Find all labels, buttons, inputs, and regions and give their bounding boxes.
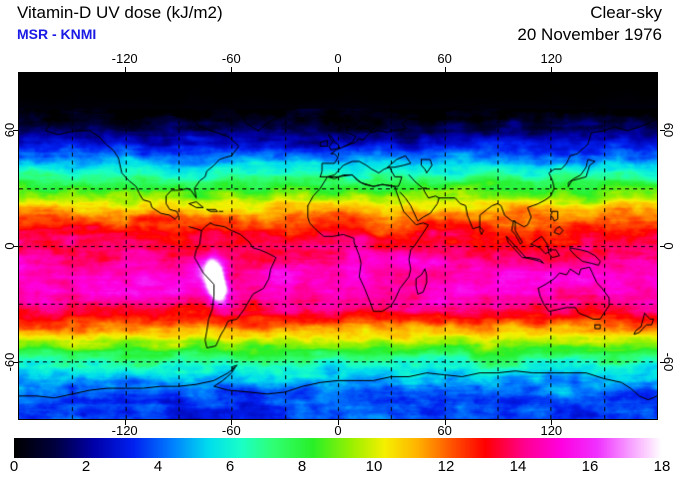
x-axis-tick-mark xyxy=(124,420,126,425)
x-axis-tick-mark xyxy=(444,67,446,72)
x-axis-tick-mark xyxy=(444,420,446,425)
x-axis-tick-mark xyxy=(551,420,553,425)
x-axis-tick-label: -120 xyxy=(111,423,138,438)
colorbar-tick-label: 12 xyxy=(437,458,455,475)
x-axis-tick-mark xyxy=(124,67,126,72)
colorbar-tick-labels: 0 2 4 6 8 10 12 14 16 18 xyxy=(0,458,678,480)
y-axis-tick-mark xyxy=(660,362,665,363)
data-source-label: MSR - KNMI xyxy=(17,26,97,42)
y-axis-tick-mark xyxy=(660,246,665,247)
y-axis-tick-label: 60 xyxy=(661,122,676,138)
colorbar-tick-label: 18 xyxy=(653,458,671,475)
colorbar-tick-label: 8 xyxy=(297,458,307,475)
y-axis-tick-mark xyxy=(13,362,18,363)
x-axis-tick-label: 60 xyxy=(437,423,452,438)
y-axis-tick-mark xyxy=(13,246,18,247)
page-title: Vitamin-D UV dose (kJ/m2) xyxy=(17,3,223,22)
y-axis-tick-label: 0 xyxy=(661,242,676,250)
x-axis-tick-mark xyxy=(231,67,233,72)
x-axis-tick-mark xyxy=(338,420,339,425)
y-axis-tick-mark xyxy=(13,130,18,131)
colorbar-tick-label: 16 xyxy=(581,458,599,475)
y-axis-tick-mark xyxy=(660,130,665,131)
y-axis-tick-label: -60 xyxy=(661,352,676,372)
date-label: 20 November 1976 xyxy=(517,25,662,44)
colorbar-tick-label: 6 xyxy=(225,458,235,475)
colorbar-tick-label: 10 xyxy=(365,458,383,475)
condition-label: Clear-sky xyxy=(590,3,662,22)
x-axis-tick-mark xyxy=(338,67,339,72)
x-axis-tick-label: -60 xyxy=(221,423,241,438)
x-axis-tick-label: 120 xyxy=(540,51,563,66)
x-axis-tick-label: -60 xyxy=(221,51,241,66)
uv-dose-heatmap xyxy=(19,73,657,419)
x-axis-tick-label: 60 xyxy=(437,51,452,66)
colorbar-tick-label: 4 xyxy=(153,458,163,475)
colorbar-gradient xyxy=(14,438,662,458)
colorbar xyxy=(14,438,662,458)
colorbar-tick-label: 0 xyxy=(9,458,19,475)
x-axis-tick-label: -120 xyxy=(111,51,138,66)
x-axis-tick-label: 0 xyxy=(334,423,342,438)
colorbar-tick-label: 2 xyxy=(81,458,91,475)
x-axis-tick-label: 120 xyxy=(540,423,563,438)
x-axis-tick-mark xyxy=(551,67,553,72)
x-axis-tick-mark xyxy=(231,420,233,425)
map-plot-area xyxy=(18,72,658,420)
colorbar-tick-label: 14 xyxy=(509,458,527,475)
x-axis-tick-label: 0 xyxy=(334,51,342,66)
